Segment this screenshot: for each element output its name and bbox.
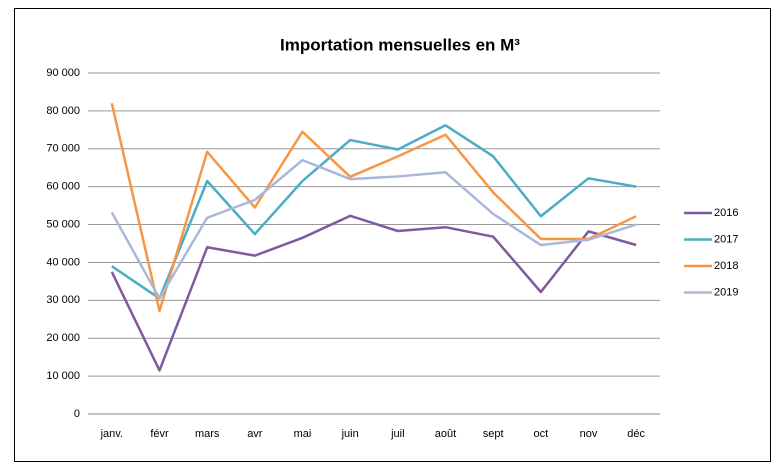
series-line [111, 124, 637, 300]
chart-title: Importation mensuelles en M³ [280, 35, 520, 54]
legend-label: 2018 [714, 260, 738, 272]
y-tick-label: 30 000 [46, 294, 80, 306]
y-tick-label: 90 000 [46, 67, 80, 79]
y-tick-label: 20 000 [46, 332, 80, 344]
x-tick-label: mai [294, 428, 312, 440]
x-tick-label: déc [627, 428, 645, 440]
legend-label: 2017 [714, 233, 738, 245]
series-line [110, 214, 637, 372]
legend-label: 2019 [714, 286, 738, 298]
y-tick-label: 40 000 [46, 256, 80, 268]
legend-label: 2016 [714, 207, 738, 219]
y-tick-label: 0 [74, 408, 80, 420]
x-tick-label: janv. [100, 428, 123, 440]
x-tick-label: sept [483, 428, 504, 440]
x-tick-label: juin [341, 428, 359, 440]
x-tick-label: juil [390, 428, 404, 440]
y-tick-label: 50 000 [46, 218, 80, 230]
x-tick-label: févr [150, 428, 169, 440]
y-tick-label: 60 000 [46, 181, 80, 193]
x-tick-label: avr [247, 428, 263, 440]
series-line [110, 103, 637, 313]
x-tick-label: août [435, 428, 456, 440]
x-tick-label: nov [580, 428, 598, 440]
y-tick-label: 80 000 [46, 105, 80, 117]
y-tick-label: 70 000 [46, 143, 80, 155]
chart-frame [14, 8, 771, 462]
x-tick-label: mars [195, 428, 220, 440]
series-line [110, 158, 637, 300]
y-tick-label: 10 000 [46, 370, 80, 382]
x-tick-label: oct [533, 428, 548, 440]
